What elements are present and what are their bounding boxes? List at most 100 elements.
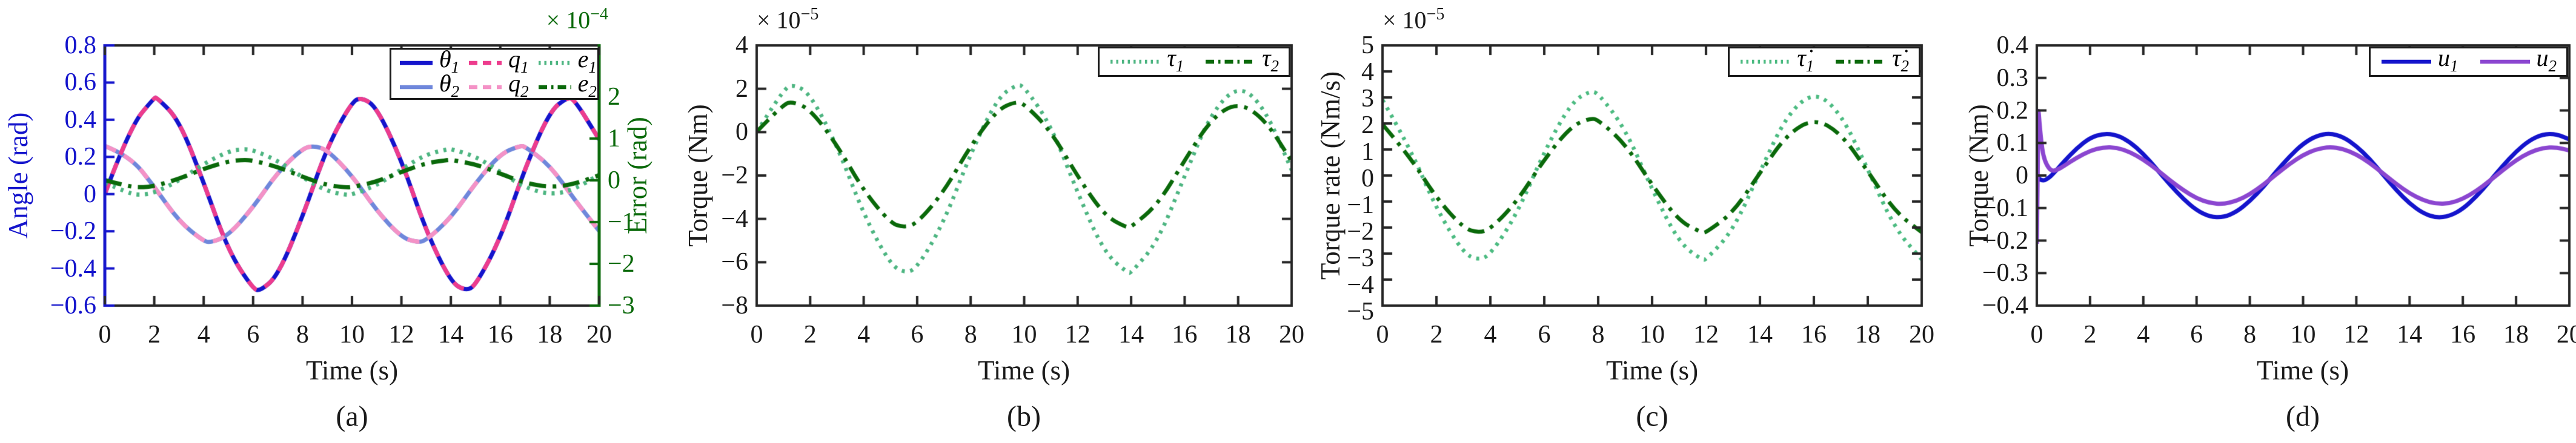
legend-entry: u1 (2380, 45, 2458, 75)
tick-label: −3 (1347, 244, 1374, 272)
legend-label: θ1 (439, 45, 460, 76)
x-axis-label: Time (s) (2256, 355, 2349, 386)
legend-line-sample (1206, 59, 1256, 64)
tick-label: −1 (1347, 191, 1374, 219)
tick-label: −0.6 (50, 291, 96, 320)
legend-line-sample (2382, 59, 2431, 64)
legend-entry: q1 (468, 47, 529, 76)
x-axis-tick-labels: 0 2 4 6 8 10 12 14 16 18 20 (84, 321, 620, 349)
tick-label: 18 (1225, 321, 1251, 349)
tick-label: 6 (1538, 321, 1551, 349)
tick-label: 2 (735, 74, 748, 103)
tick-label: 0.2 (1996, 96, 2029, 125)
tick-label: −0.2 (1982, 226, 2028, 255)
y-axis-tick-labels: 0.4 0.3 0.2 0.1 0 −0.1 −0.2 −0.3 −0.4 (1950, 32, 2028, 319)
legend-label: u1 (2438, 44, 2458, 75)
right-axis-scale-offset: × 10−4 (546, 5, 608, 34)
tick-label: 0 (84, 180, 96, 208)
tick-label: 4 (735, 31, 748, 59)
tick-label: 6 (247, 321, 260, 349)
legend-entry: τ̇1 (1739, 45, 1814, 75)
legend-entry: e2 (537, 71, 597, 100)
tick-label: −3 (608, 291, 635, 320)
tick-label: 10 (339, 321, 365, 349)
tick-label: −0.2 (50, 217, 96, 246)
x-axis-label: Time (s) (977, 355, 1071, 386)
tick-label: 5 (1361, 31, 1374, 59)
tick-label: 16 (1801, 321, 1827, 349)
tick-label: 12 (388, 321, 414, 349)
tick-label: 16 (1172, 321, 1198, 349)
tick-label: 4 (1484, 321, 1497, 349)
legend-line-sample (1741, 59, 1791, 64)
legend-label: τ2 (1262, 44, 1279, 75)
tick-label: 8 (296, 321, 309, 349)
legend-line-sample (400, 61, 433, 65)
tick-label: −0.3 (1982, 259, 2028, 287)
tick-label: 0 (1361, 165, 1374, 192)
tick-label: 2 (1430, 321, 1443, 349)
legend-label: e1 (577, 45, 597, 76)
tick-label: 0.6 (64, 68, 97, 97)
tick-label: −8 (721, 291, 748, 320)
tick-label: 3 (1361, 85, 1374, 113)
legend-label: τ̇2 (1892, 44, 1909, 75)
legend-line-sample (469, 85, 502, 90)
tick-label: 14 (438, 321, 464, 349)
tick-label: 2 (608, 82, 620, 111)
tick-label: 2 (803, 321, 817, 349)
legend-entry: τ1 (1109, 45, 1184, 75)
tick-label: −2 (608, 249, 635, 278)
tick-label: 12 (1064, 321, 1090, 349)
legend-label: u2 (2536, 44, 2557, 75)
tick-label: 16 (487, 321, 513, 349)
tick-label: 14 (1747, 321, 1773, 349)
legend-line-sample (538, 85, 571, 90)
legend-label: θ2 (439, 69, 460, 100)
tick-label: 6 (911, 321, 924, 349)
legend-entry: θ2 (399, 71, 459, 100)
tick-label: 4 (1361, 58, 1374, 86)
legend: u1 u2 (2369, 45, 2568, 77)
tick-label: 0.1 (1996, 129, 2029, 157)
tick-label: 0.8 (64, 31, 97, 59)
tick-label: −0.1 (1982, 194, 2028, 222)
legend-label: q1 (508, 45, 529, 76)
legend-entry: τ̇2 (1834, 45, 1909, 75)
tick-label: 2 (148, 321, 161, 349)
tick-label: 2 (2083, 321, 2097, 349)
tick-label: 14 (1118, 321, 1144, 349)
tick-label: 20 (586, 321, 612, 349)
y-axis-tick-labels: 4 2 0 −2 −4 −6 −8 (669, 32, 748, 319)
y-axis-tick-labels-left: 0.8 0.6 0.4 0.2 0 −0.2 −0.4 −0.6 (18, 32, 96, 319)
tick-label: 8 (1592, 321, 1605, 349)
legend-line-sample (469, 61, 502, 65)
tick-label: 16 (2450, 321, 2476, 349)
tick-label: 0 (98, 321, 111, 349)
legend-label: q2 (508, 69, 529, 100)
tick-label: 0.3 (1996, 64, 2029, 92)
tick-label: 2 (1361, 111, 1374, 139)
tick-label: 1 (1361, 138, 1374, 166)
tick-label: −2 (721, 161, 748, 189)
tick-label: 0.4 (1996, 31, 2029, 59)
y-axis-tick-labels: 5 4 3 2 1 0 −1 −2 −3 −4 −5 (1295, 31, 1374, 325)
legend-label: τ1 (1167, 44, 1184, 75)
x-axis-tick-labels: 0 2 4 6 8 10 12 14 16 18 20 (1362, 321, 1942, 349)
tick-label: 0 (2030, 321, 2043, 349)
tick-label: 8 (964, 321, 977, 349)
legend: τ̇1 τ̇2 (1728, 45, 1920, 77)
legend-entry: u2 (2479, 45, 2557, 75)
tick-label: 18 (537, 321, 563, 349)
legend-label: e2 (577, 69, 597, 100)
tick-label: 4 (2137, 321, 2150, 349)
x-axis-tick-labels: 0 2 4 6 8 10 12 14 16 18 20 (2016, 321, 2576, 349)
panel-caption: (a) (336, 400, 368, 433)
tick-label: −0.4 (50, 254, 96, 283)
tick-label: 18 (1855, 321, 1881, 349)
legend-label: τ̇1 (1797, 44, 1814, 75)
tick-label: 0 (1376, 321, 1389, 349)
legend-entry: e1 (537, 47, 597, 76)
x-axis-label: Time (s) (305, 355, 399, 386)
